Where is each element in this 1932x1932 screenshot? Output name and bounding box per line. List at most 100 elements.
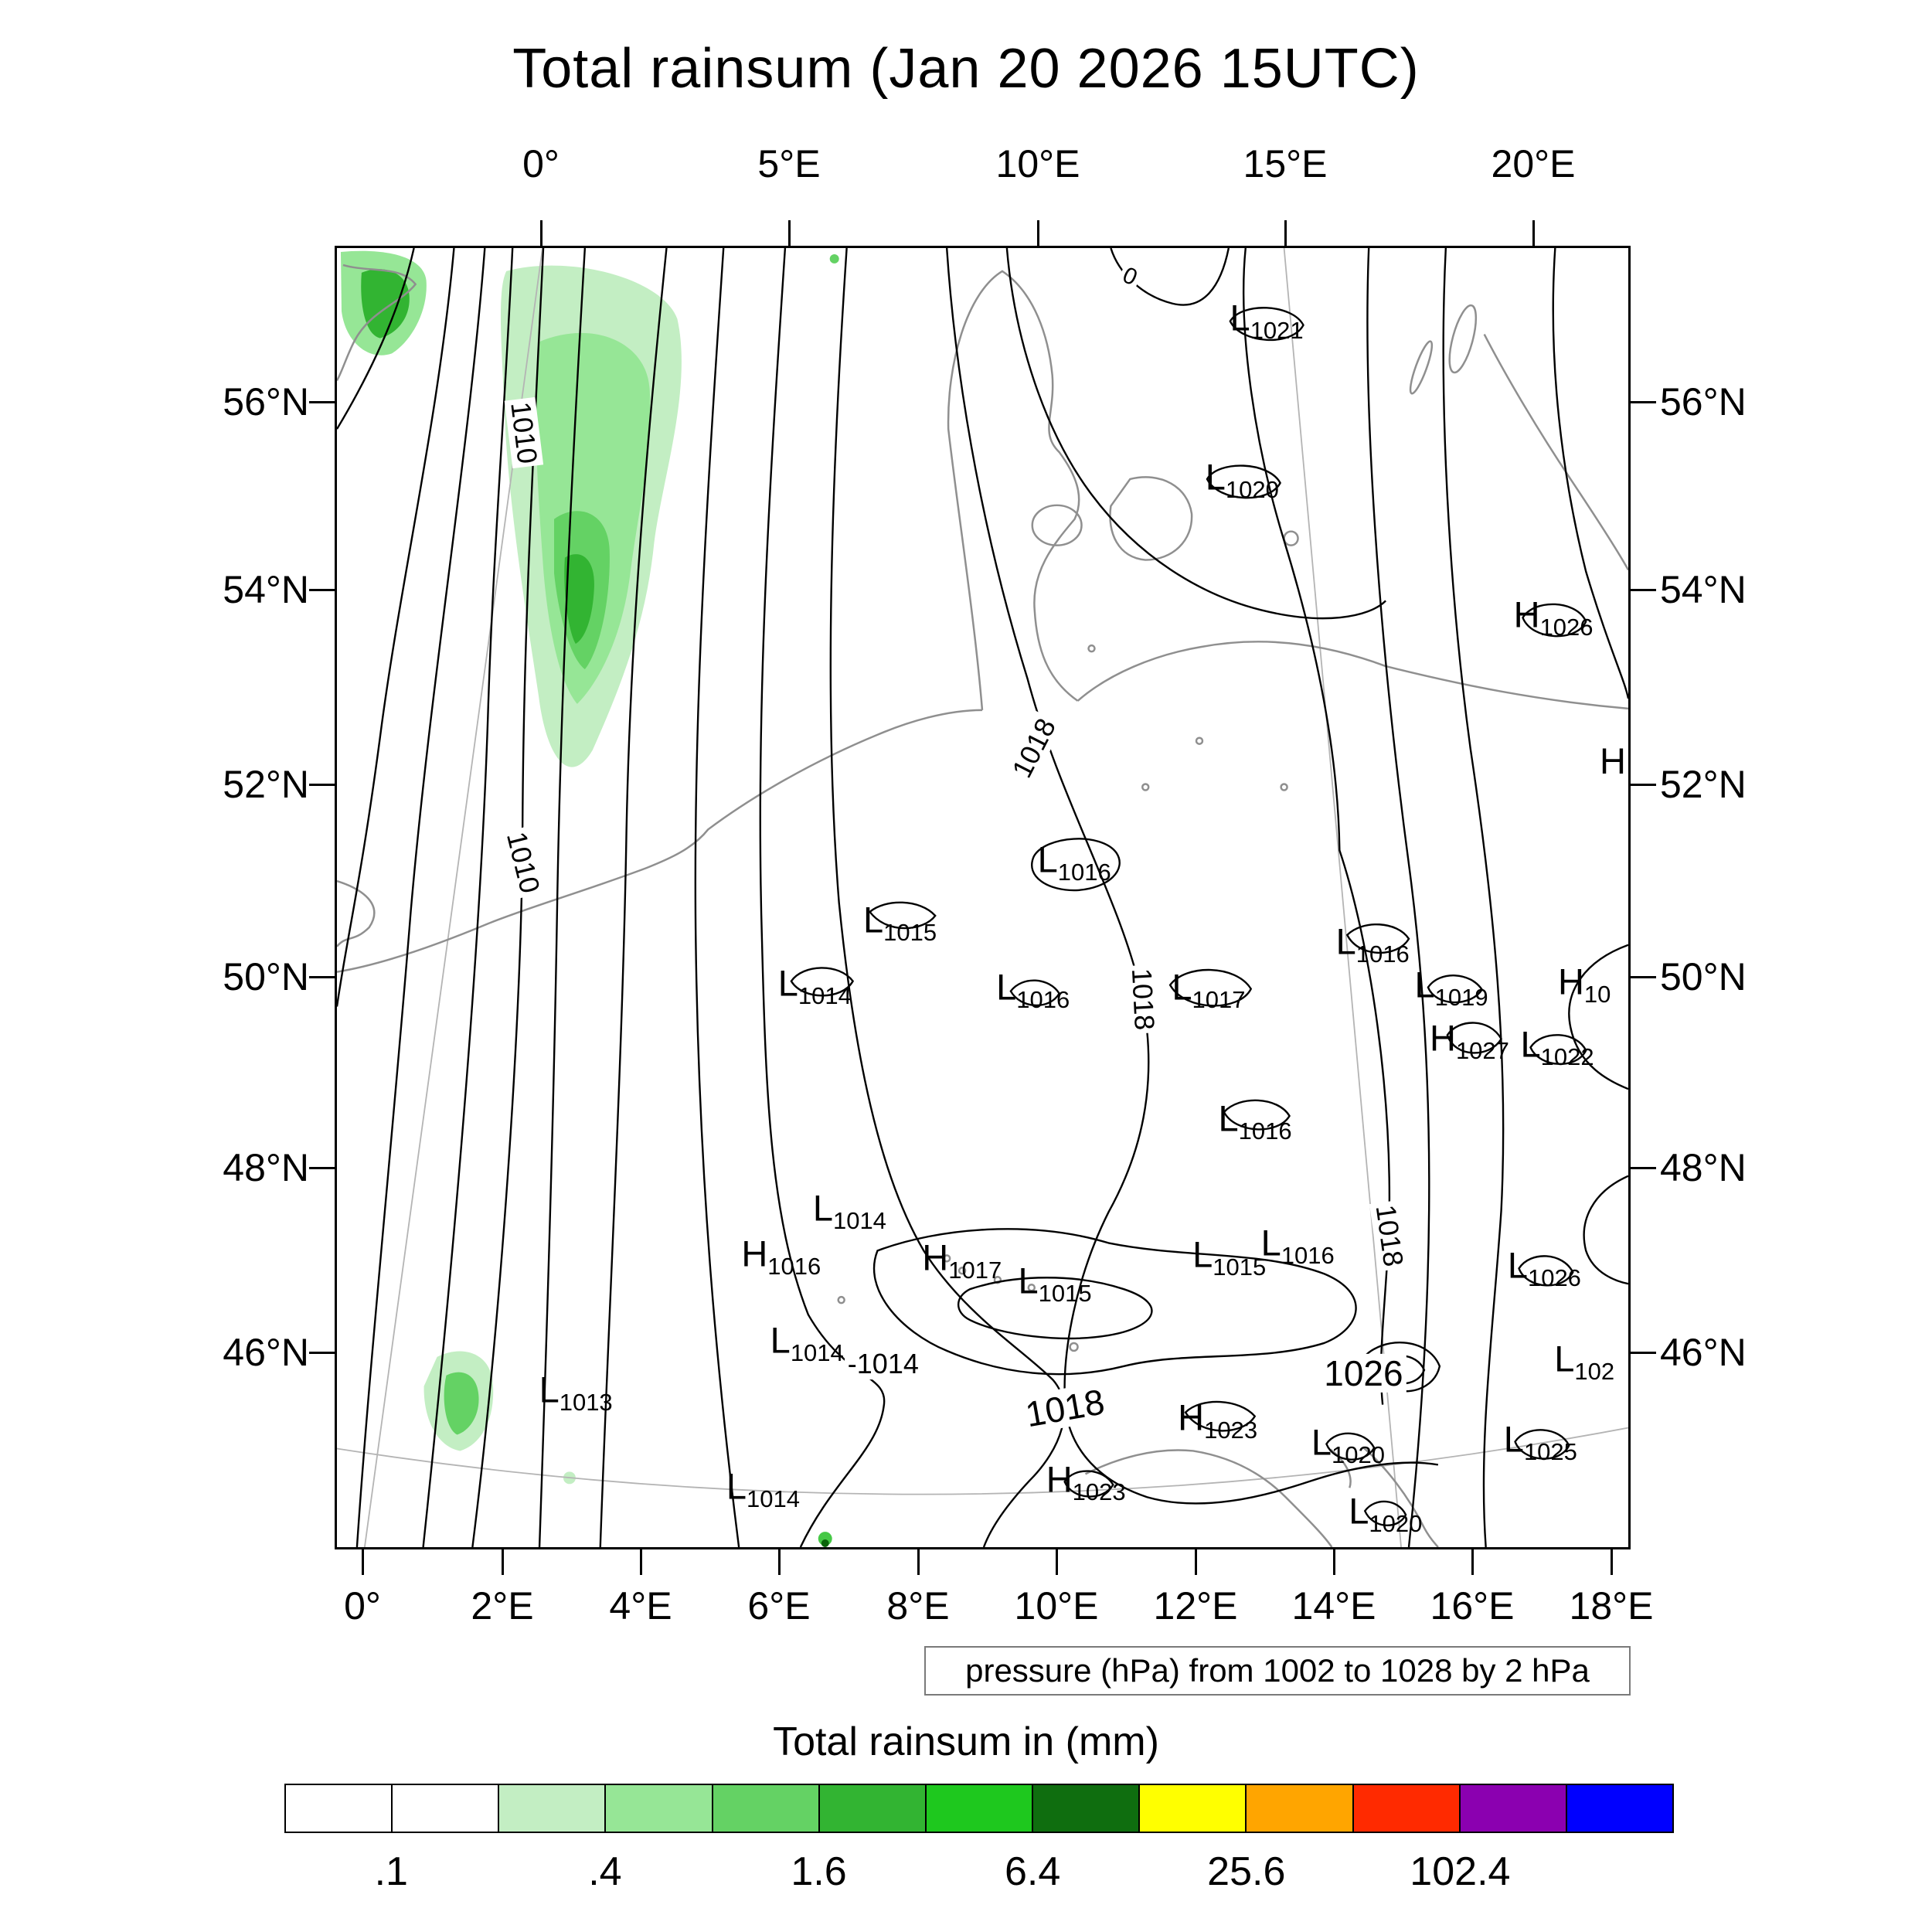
bottom-axis-label: 0° xyxy=(344,1584,381,1628)
pressure-center-letter: H xyxy=(741,1233,768,1274)
pressure-center-low: L1016 xyxy=(1336,923,1410,966)
pressure-center-letter: L xyxy=(1349,1490,1369,1532)
colorbar-tick-label: 1.6 xyxy=(791,1849,847,1894)
pressure-center-value: 1017 xyxy=(1192,986,1246,1014)
colorbar-title: Total rainsum in (mm) xyxy=(773,1719,1159,1764)
pressure-center-low: L102 xyxy=(1554,1341,1614,1383)
pressure-center-value: 1015 xyxy=(1213,1253,1267,1281)
pressure-center-value: 1022 xyxy=(1540,1043,1594,1071)
bottom-axis-tick xyxy=(639,1549,642,1575)
right-axis-label: 56°N xyxy=(1660,380,1747,423)
top-axis-tick xyxy=(539,220,543,246)
colorbar-cell xyxy=(1033,1785,1141,1832)
pressure-center-high: H1023 xyxy=(1046,1461,1126,1504)
pressure-center-value: 102 xyxy=(1574,1357,1615,1385)
pressure-center-value: 1013 xyxy=(559,1389,613,1417)
top-axis-tick xyxy=(787,220,791,246)
colorbar-tick-label: 102.4 xyxy=(1410,1849,1511,1894)
colorbar-cell xyxy=(1353,1785,1461,1832)
pressure-center-letter: H xyxy=(1599,740,1626,781)
colorbar-cell xyxy=(1140,1785,1247,1832)
map-artwork xyxy=(337,248,1628,1547)
pressure-center-letter: H xyxy=(922,1236,949,1278)
pressure-center-letter: L xyxy=(1018,1260,1039,1301)
pressure-center-value: 1016 xyxy=(1355,940,1410,968)
bottom-axis-tick xyxy=(501,1549,504,1575)
pressure-center-value: 1014 xyxy=(790,1339,844,1367)
pressure-center-low: L1021 xyxy=(1230,300,1304,342)
pressure-center-letter: L xyxy=(1503,1418,1524,1460)
left-axis-tick xyxy=(309,1351,335,1354)
pressure-center-high: H1023 xyxy=(1178,1399,1257,1441)
pressure-center-value: 1027 xyxy=(1455,1036,1509,1064)
pressure-center-letter: L xyxy=(1335,920,1356,962)
pressure-center-low: L1020 xyxy=(1349,1492,1422,1535)
pressure-center-low: L1015 xyxy=(1192,1236,1266,1279)
pressure-caption: pressure (hPa) from 1002 to 1028 by 2 hP… xyxy=(924,1646,1631,1696)
bottom-axis-label: 16°E xyxy=(1430,1584,1515,1628)
colorbar-cell xyxy=(1460,1785,1567,1832)
pressure-center-letter: L xyxy=(1230,298,1250,339)
pressure-center-high: H1016 xyxy=(741,1235,821,1277)
map-panel: 1010 1010 1018 1018 1018 1018 1026 -1014 0 L1021… xyxy=(335,246,1631,1549)
pressure-center-letter: L xyxy=(1205,456,1226,498)
pressure-center-low: L1014 xyxy=(726,1468,800,1510)
colorbar-tick-label: .1 xyxy=(374,1849,408,1894)
bottom-axis-label: 12°E xyxy=(1153,1584,1238,1628)
pressure-center-letter: L xyxy=(812,1187,833,1229)
pressure-center-letter: L xyxy=(1260,1222,1281,1264)
pressure-center-letter: L xyxy=(996,966,1017,1008)
pressure-center-low: L1017 xyxy=(1172,969,1245,1012)
pressure-contours xyxy=(337,248,1628,1547)
left-axis-label: 54°N xyxy=(223,568,309,611)
right-axis-tick xyxy=(1631,783,1656,786)
pressure-center-letter: L xyxy=(1311,1421,1332,1463)
pressure-center-letter: L xyxy=(1520,1023,1541,1065)
left-axis-label: 48°N xyxy=(223,1146,309,1189)
colorbar-tick-label: 6.4 xyxy=(1004,1849,1061,1894)
right-axis-tick xyxy=(1631,975,1656,978)
pressure-center-letter: H xyxy=(1513,594,1540,635)
top-axis-label: 5°E xyxy=(757,142,821,185)
pressure-center-letter: H xyxy=(1429,1017,1456,1059)
pressure-center-high: H1026 xyxy=(1514,596,1594,638)
right-axis-label: 54°N xyxy=(1660,568,1747,611)
top-axis-tick xyxy=(1284,220,1287,246)
colorbar-cell xyxy=(926,1785,1034,1832)
pressure-center-value: 1016 xyxy=(1281,1242,1335,1270)
right-axis-tick xyxy=(1631,588,1656,591)
pressure-center-letter: L xyxy=(1218,1097,1239,1139)
pressure-center-value: 1014 xyxy=(832,1206,886,1234)
pressure-center-letter: L xyxy=(1172,966,1192,1008)
colorbar-tick-label: 25.6 xyxy=(1207,1849,1286,1894)
bottom-axis-tick xyxy=(917,1549,920,1575)
colorbar-cell xyxy=(499,1785,607,1832)
pressure-center-low: L1015 xyxy=(1019,1263,1092,1305)
left-axis-tick xyxy=(309,783,335,786)
pressure-center-value: 1025 xyxy=(1523,1438,1577,1466)
pressure-center-value: 1020 xyxy=(1331,1440,1385,1468)
top-axis-tick xyxy=(1036,220,1039,246)
contour-label: 1026 xyxy=(1321,1353,1406,1393)
bottom-axis-tick xyxy=(1194,1549,1197,1575)
bottom-axis-label: 10°E xyxy=(1014,1584,1099,1628)
colorbar-cell xyxy=(393,1785,500,1832)
pressure-center-value: 1026 xyxy=(1527,1264,1581,1291)
pressure-center-letter: L xyxy=(1414,964,1435,1005)
colorbar-cell xyxy=(1566,1785,1673,1832)
bottom-axis-label: 4°E xyxy=(609,1584,672,1628)
right-axis-label: 50°N xyxy=(1660,955,1747,998)
pressure-center-high: H xyxy=(1600,743,1626,779)
bottom-axis-label: 2°E xyxy=(471,1584,534,1628)
top-axis-label: 15°E xyxy=(1243,142,1328,185)
bottom-axis-label: 18°E xyxy=(1569,1584,1654,1628)
left-axis-tick xyxy=(309,1166,335,1169)
pressure-center-low: L1020 xyxy=(1206,458,1279,501)
top-axis-label: 20°E xyxy=(1491,142,1576,185)
pressure-centers-layer: L1021 L1020 H1026 H L1016 L1015 L1016 L1014 L101… xyxy=(337,248,1628,1547)
bottom-axis-tick xyxy=(777,1549,781,1575)
pressure-center-letter: L xyxy=(862,899,884,940)
left-axis-label: 52°N xyxy=(223,763,309,806)
pressure-center-value: 1023 xyxy=(1204,1416,1258,1444)
